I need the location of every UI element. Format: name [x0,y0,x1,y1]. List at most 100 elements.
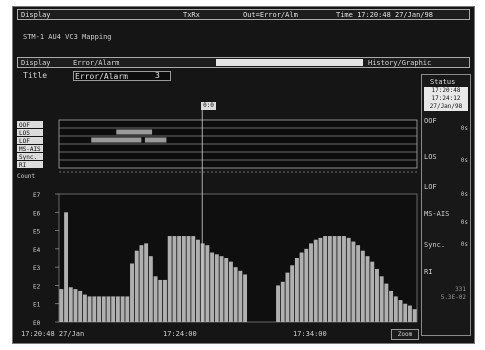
bar [346,237,351,322]
status-date-line: 27/Jan/98 [429,103,463,110]
bar [243,274,248,322]
bar [87,296,92,322]
bar [327,236,332,322]
header-time: Time 17:20:48 27/Jan/98 [336,11,433,19]
cursor-marker[interactable]: 0:0 [201,102,216,110]
bar [356,245,361,322]
status-row-los: LOS 0s [424,153,470,164]
bar [120,296,125,322]
bar [233,267,238,322]
count-label: Count [17,173,35,180]
bar [167,236,172,322]
bar [73,289,78,322]
alarm-row-label: LOS [19,130,30,137]
bar [407,305,412,322]
status-row-value: 0s [460,219,468,226]
bar [276,285,280,322]
bar-series [58,193,418,323]
bar [111,296,116,322]
time-axis: 17:20:48 27/Jan 17:24:00 17:34:00 [21,330,401,340]
bar [290,265,295,322]
y-level-label: E1 [33,302,41,309]
bar [398,300,403,322]
bar [82,294,87,322]
alarm-row-label: Sync. [19,154,37,161]
status-date-line: 17:20:48 [431,87,461,94]
title-field[interactable] [73,71,171,81]
bar [224,258,229,322]
y-level-label: E5 [33,229,41,236]
time-axis-tick: 17:34:00 [293,330,327,338]
status-row-value: 0s [460,125,468,132]
bar [181,236,186,322]
status-row-value: 0s [460,191,468,198]
bar [186,236,191,322]
bar [163,279,167,322]
header-display-label[interactable]: Display [21,11,51,19]
mapping-info: STM-1 AU4 VC3 Mapping [23,33,112,41]
alarm-segment [91,137,142,143]
y-level-label: E0 [33,320,41,327]
bar [106,296,111,322]
bar [332,236,337,322]
zoom-button[interactable]: Zoom [391,329,419,340]
bar [172,236,177,322]
status-row-name: LOS [424,153,437,161]
alarm-row-label: LOF [19,138,30,145]
bar [412,309,417,322]
bar [384,283,389,322]
tab-history-graphic[interactable]: History/Graphic [368,59,432,67]
bar [205,245,210,322]
bar [196,239,200,322]
title-suffix: 3 [155,71,160,80]
status-footnote: 331 5.3E-02 [426,286,466,302]
y-level-label: E3 [33,265,41,272]
bar [200,243,205,322]
bar [365,256,370,322]
status-footnote-line: 5.3E-02 [440,294,466,301]
alarm-panel [58,119,418,173]
bar [177,236,182,322]
bar [299,252,304,322]
tab-error-alarm[interactable]: Error/Alarm [73,59,120,67]
header-txrx: TxRx [183,11,200,19]
alarm-segment [144,137,167,143]
bar [125,296,130,322]
bar [115,296,120,322]
bar [191,236,196,322]
status-row-name: MS-AIS [424,210,450,218]
bar [214,254,219,322]
alarm-row-label-bg [17,137,43,144]
bar [219,256,224,322]
status-row-name: Sync. [424,241,446,249]
header-status: Out=Error/Alm [243,11,298,19]
bar [144,243,149,322]
bar [228,261,233,322]
status-row-ms-ais: MS-AIS 0s [424,210,470,226]
title-value: Error/Alarm [75,72,128,81]
tab-display[interactable]: Display [21,59,51,67]
status-row-ri: RI [424,268,470,276]
bar [285,272,290,322]
bar [130,263,134,322]
tab-active-highlight [216,59,363,66]
bar [158,279,163,322]
y-level-label: E7 [33,192,41,199]
bar [139,245,144,322]
alarm-segment [116,129,153,135]
status-row-lof: LOF 0s [424,183,470,198]
alarm-row-label-bg [17,121,43,128]
status-row-value: 0s [460,157,468,164]
bar [370,261,375,322]
bar [148,256,153,322]
bar [337,236,342,322]
bar [101,296,106,322]
bar [351,241,356,322]
bar [318,237,323,322]
alarm-row-label-bg [17,145,43,152]
bar [313,239,318,322]
status-title: Status [430,78,456,86]
bar [294,258,299,322]
